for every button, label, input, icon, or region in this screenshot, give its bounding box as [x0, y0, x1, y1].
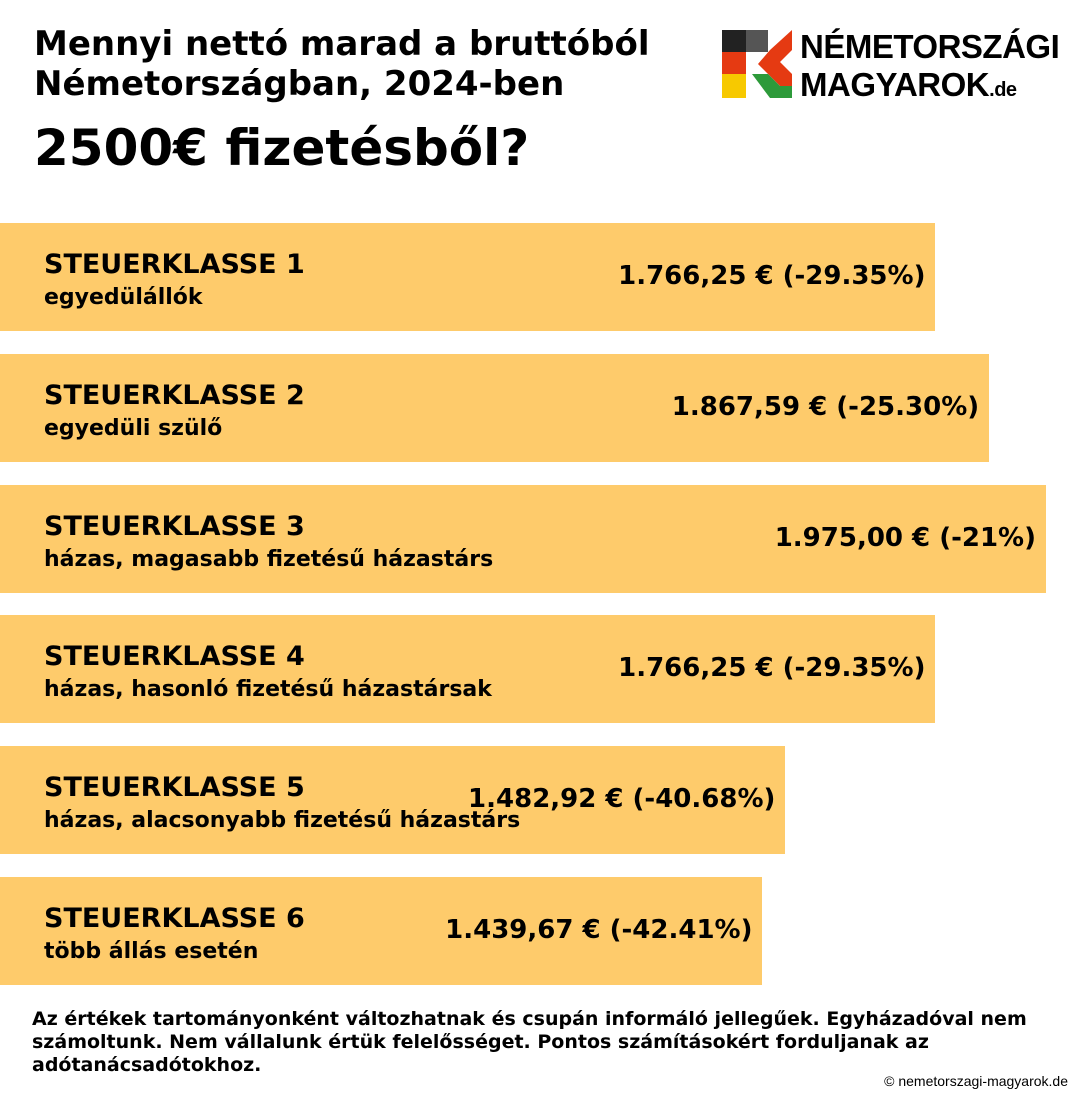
value-label: 1.766,25 € (-29.35%) — [618, 261, 926, 291]
logo-mark — [722, 30, 792, 98]
value-label: 1.766,25 € (-29.35%) — [618, 653, 926, 684]
category-note: több állás esetén — [44, 939, 259, 964]
value-label: 1.867,59 € (-25.30%) — [671, 391, 980, 422]
category-note: házas, magasabb fizetésű házastárs — [44, 546, 494, 572]
value-label: 1.482,92 € (-40.68%) — [468, 784, 776, 815]
category-label: STEUERKLASSE 5 — [44, 772, 305, 804]
subtitle: 2500€ fizetésből? — [34, 119, 530, 177]
category-note: egyedülállók — [44, 285, 203, 310]
bar — [0, 484, 1046, 593]
logo-suffix: .de — [989, 79, 1017, 101]
credit: © nemetorszagi-magyarok.de — [884, 1073, 1068, 1089]
category-note: házas, alacsonyabb fizetésű házastárs — [44, 808, 521, 834]
bar — [0, 223, 936, 331]
category-label: STEUERKLASSE 2 — [44, 379, 305, 411]
category-label: STEUERKLASSE 6 — [44, 903, 305, 934]
logo-text: NÉMETORSZÁGI MAGYAROK.de — [800, 28, 1060, 109]
bar — [0, 353, 990, 462]
footnote: Az értékek tartományonként változhatnak … — [32, 1008, 1027, 1076]
value-label: 1.439,67 € (-42.41%) — [445, 915, 753, 945]
title-line: Németországban, 2024-ben — [34, 64, 565, 104]
category-label: STEUERKLASSE 1 — [44, 249, 305, 280]
category-label: STEUERKLASSE 4 — [44, 641, 305, 673]
bar — [0, 615, 936, 724]
category-label: STEUERKLASSE 3 — [44, 510, 305, 542]
bar — [0, 877, 763, 985]
logo-line: MAGYAROK — [800, 66, 990, 103]
value-label: 1.975,00 € (-21%) — [774, 522, 1036, 553]
title-line: Mennyi nettó marad a bruttóból — [34, 24, 650, 64]
category-note: egyedüli szülő — [44, 415, 223, 441]
bar — [0, 746, 786, 855]
logo-line: NÉMETORSZÁGI — [800, 28, 1060, 65]
logo-line: MAGYAROK.de — [800, 66, 1059, 109]
category-note: házas, hasonló fizetésű házastársak — [44, 677, 492, 703]
title: Mennyi nettó marad a bruttóból Németorsz… — [34, 24, 650, 104]
